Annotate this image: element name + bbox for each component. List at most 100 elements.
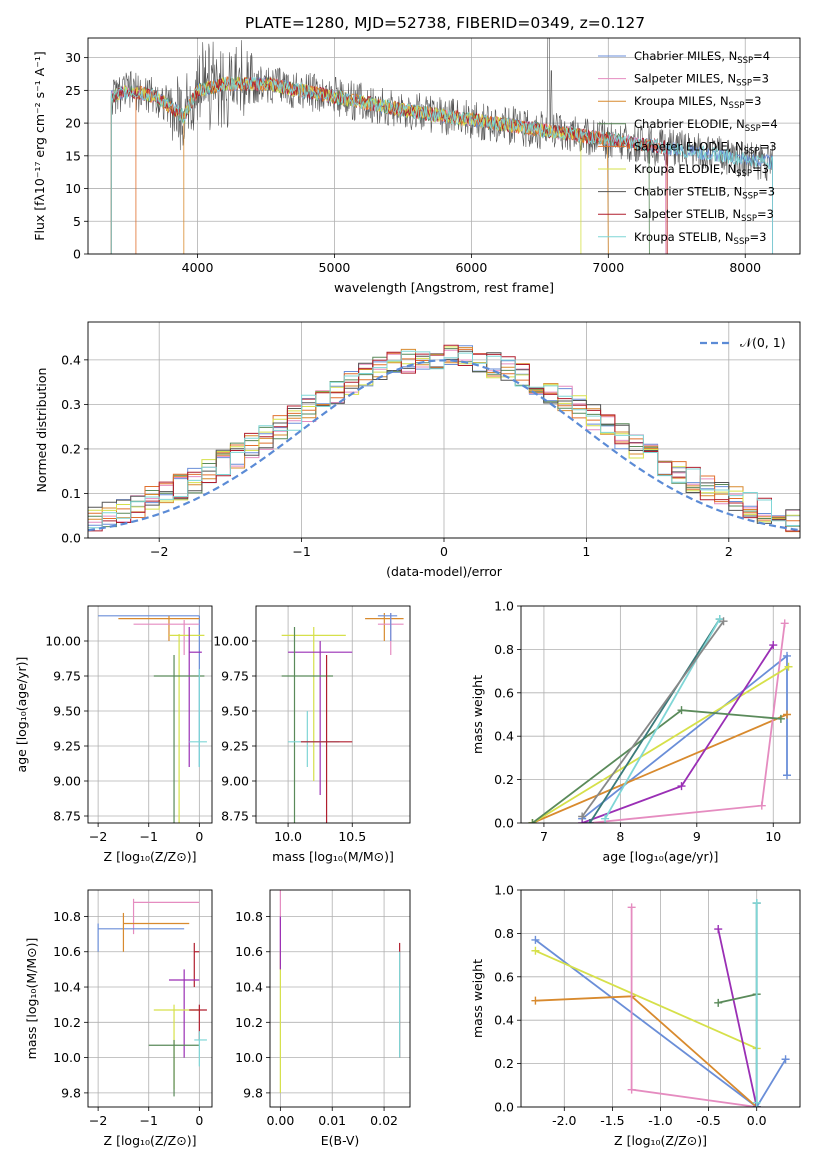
y-tick-label: 9.25 xyxy=(53,739,81,754)
axes-residuals: −2 −1 0 1 2 0.0 0.1 0.2 0.3 0.4 (data-model)/error… xyxy=(34,321,801,579)
x-tick-label: 5000 xyxy=(319,260,351,275)
weight-marker xyxy=(752,899,761,908)
figure-title: PLATE=1280, MJD=52738, FIBERID=0349, z=0… xyxy=(245,14,645,32)
legend-label: 𝒩(0, 1) xyxy=(740,335,786,350)
legend-label: Kroupa ELODIE, NSSP=3 xyxy=(634,162,769,179)
x-tick-label: −2 xyxy=(150,544,168,559)
weight-marker xyxy=(677,706,686,715)
y-tick-label: 10.00 xyxy=(45,634,81,649)
x-axis-label: mass [log₁₀(M/M⊙)] xyxy=(272,849,394,864)
y-tick-label: 20 xyxy=(65,116,81,131)
x-tick-label: −1 xyxy=(140,1113,158,1128)
axes-weight_vs_Z: -2.0 -1.5 -1.0 -0.5 0.0 0.0 0.2 0.4 0.6 0.8 1.0 Z [… xyxy=(470,883,801,1148)
legend-suffix: =3 xyxy=(757,207,774,221)
y-tick-label: 15 xyxy=(65,148,81,163)
y-tick-label: 30 xyxy=(65,50,81,65)
x-tick-label: 0 xyxy=(440,544,448,559)
legend-subscript: SSP xyxy=(734,237,750,247)
x-tick-label: 6000 xyxy=(455,260,487,275)
legend-suffix: =4 xyxy=(753,49,770,63)
axes-weight_vs_age: 7 8 9 10 0.0 0.2 0.4 0.6 0.8 1.0 age [log₁₀(age/yr… xyxy=(470,599,801,864)
weight-marker xyxy=(627,903,636,912)
plot-area xyxy=(88,344,800,533)
y-tick-label: 0.4 xyxy=(494,1013,514,1028)
y-tick-label: 0 xyxy=(73,247,81,262)
axes-frame xyxy=(520,605,801,824)
x-axis-label: Z [log₁₀(Z/Z⊙)] xyxy=(104,1133,197,1148)
legend-label: Salpeter ELODIE, NSSP=3 xyxy=(634,139,777,156)
y-tick-label: 10.00 xyxy=(213,634,249,649)
x-tick-label: 2 xyxy=(725,544,733,559)
plot-area xyxy=(531,899,790,1107)
x-tick-label: -1.5 xyxy=(600,1113,624,1128)
plot-area xyxy=(97,898,207,1097)
y-tick-label: 0.0 xyxy=(494,816,514,831)
y-tick-label: 0.4 xyxy=(61,352,81,367)
y-axis-label: mass weight xyxy=(470,959,485,1038)
y-tick-label: 10.0 xyxy=(53,1050,81,1065)
y-axis-label: age [log₁₀(age/yr)] xyxy=(14,657,29,773)
legend-suffix: =3 xyxy=(758,185,775,199)
y-tick-label: 8.75 xyxy=(221,809,249,824)
spectrum-line xyxy=(110,38,773,254)
weight-marker xyxy=(784,662,793,671)
legend-subscript: SSP xyxy=(742,192,758,202)
y-tick-label: 10.4 xyxy=(235,980,263,995)
x-axis-label: wavelength [Angstrom, rest frame] xyxy=(334,280,554,295)
y-tick-label: 8.75 xyxy=(53,809,81,824)
spectrum-line xyxy=(110,76,774,254)
x-axis-label: E(B-V) xyxy=(321,1133,360,1148)
y-tick-label: 9.25 xyxy=(221,739,249,754)
legend-subscript: SSP xyxy=(736,169,752,179)
x-tick-label: 0 xyxy=(195,829,203,844)
spectrum-legend: Chabrier MILES, NSSP=4 Salpeter MILES, NS… xyxy=(598,49,778,247)
x-tick-label: 0.01 xyxy=(318,1113,346,1128)
y-tick-label: 10.0 xyxy=(235,1050,263,1065)
legend-label: Chabrier MILES, NSSP=4 xyxy=(634,49,770,66)
y-axis-label: Flux [fλ10⁻¹⁷ erg cm⁻² s⁻¹ A⁻¹] xyxy=(32,51,47,240)
weight-marker xyxy=(769,641,778,650)
plot-area xyxy=(279,890,401,1093)
y-tick-label: 0.2 xyxy=(494,1056,514,1071)
legend-suffix: =3 xyxy=(752,72,769,86)
y-tick-label: 9.75 xyxy=(221,669,249,684)
axes-mass_vs_Z: −2 −1 0 9.8 10.0 10.2 10.4 10.6 10.8 Z [log₁₀(Z/Z… xyxy=(24,889,213,1148)
x-tick-label: −2 xyxy=(89,829,107,844)
y-tick-label: 0.2 xyxy=(61,441,81,456)
y-tick-label: 10.8 xyxy=(53,909,81,924)
weight-marker xyxy=(714,925,723,934)
y-tick-label: 0.4 xyxy=(494,729,514,744)
legend-label: Chabrier STELIB, NSSP=3 xyxy=(634,185,775,202)
y-tick-label: 5 xyxy=(73,214,81,229)
y-tick-label: 10.6 xyxy=(53,944,81,959)
weight-marker xyxy=(752,1098,761,1107)
weight-line xyxy=(532,713,788,823)
x-tick-label: 9 xyxy=(693,829,701,844)
y-tick-label: 10.6 xyxy=(235,944,263,959)
legend-label: Kroupa STELIB, NSSP=3 xyxy=(634,230,766,247)
residual-legend: 𝒩(0, 1) xyxy=(700,335,786,350)
y-tick-label: 0.3 xyxy=(61,397,81,412)
legend-suffix: =3 xyxy=(760,139,777,153)
y-tick-label: 10.4 xyxy=(53,980,81,995)
legend-subscript: SSP xyxy=(737,56,753,66)
x-tick-label: 8 xyxy=(616,829,624,844)
axes-age_vs_mass: 10.0 10.5 8.75 9.00 9.25 9.50 9.75 10.00 mass [l… xyxy=(213,605,411,864)
legend-suffix: =3 xyxy=(752,162,769,176)
legend-label: Chabrier ELODIE, NSSP=4 xyxy=(634,117,778,134)
legend-subscript: SSP xyxy=(736,79,752,89)
y-tick-label: 9.50 xyxy=(221,704,249,719)
legend-label: Salpeter STELIB, NSSP=3 xyxy=(634,207,774,224)
weight-marker xyxy=(531,935,540,944)
y-tick-label: 10.8 xyxy=(235,909,263,924)
axes-mass_vs_EBV: 0.00 0.01 0.02 9.8 10.0 10.2 10.4 10.6 10.8 E(B-V… xyxy=(235,889,411,1148)
y-tick-label: 25 xyxy=(65,83,81,98)
y-tick-label: 0.0 xyxy=(61,531,81,546)
normal-curve xyxy=(88,359,800,532)
y-tick-label: 10 xyxy=(65,181,81,196)
legend-subscript: SSP xyxy=(745,124,761,134)
plot-area xyxy=(281,613,404,823)
plot-area xyxy=(98,615,207,823)
axes-age_vs_Z: −2 −1 0 8.75 9.00 9.25 9.50 9.75 10.00 Z [log₁₀(Z… xyxy=(14,605,213,864)
